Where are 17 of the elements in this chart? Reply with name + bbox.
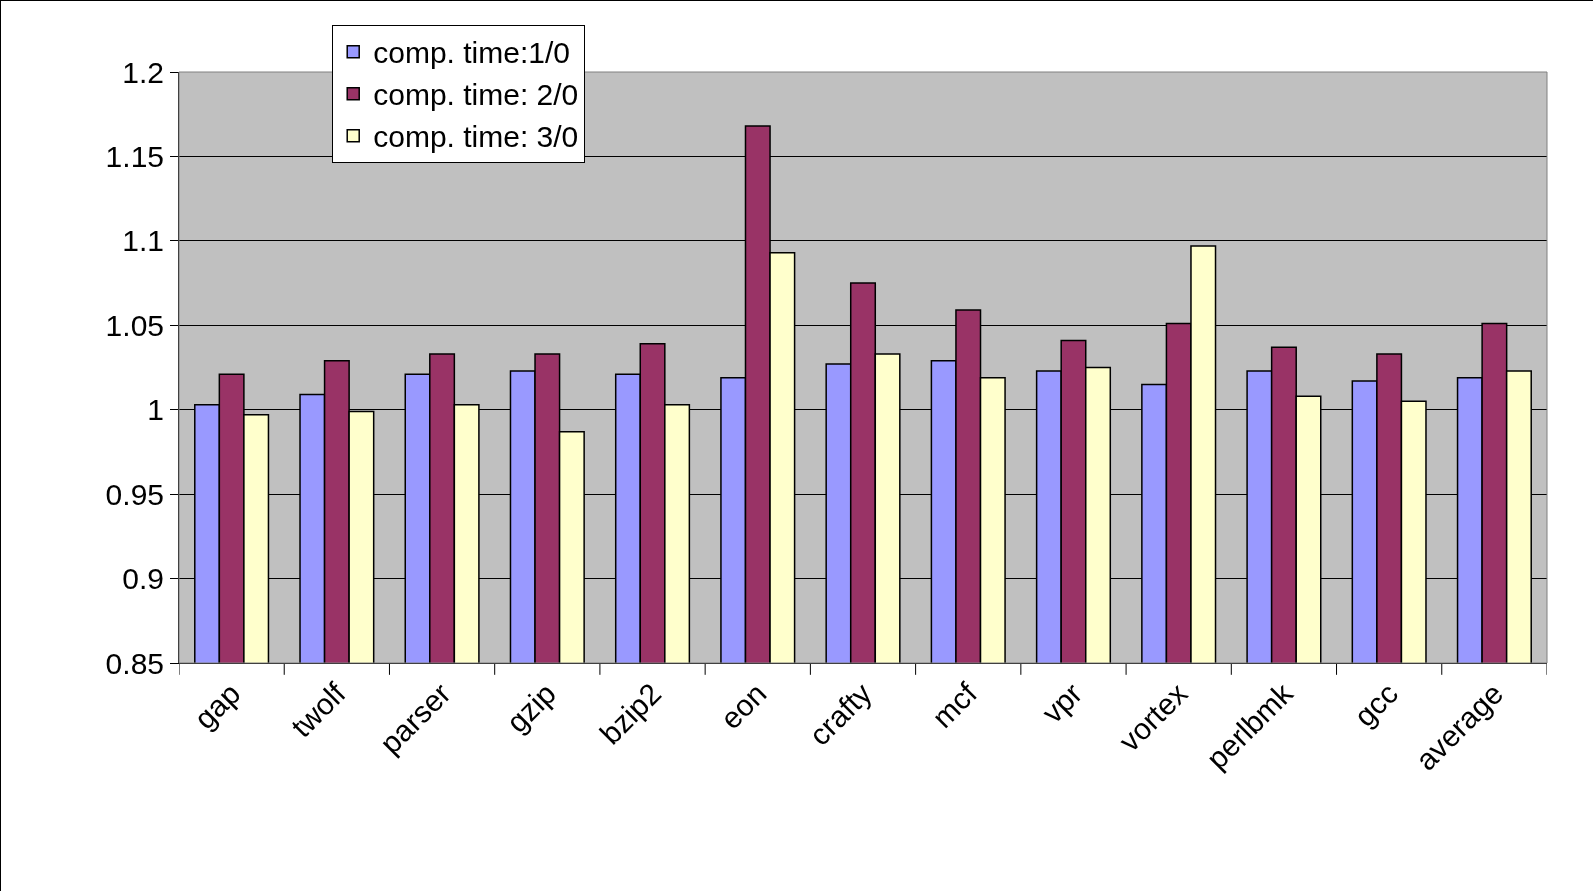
legend-label: comp. time:1/0 xyxy=(373,36,570,70)
y-tick-label: 0.95 xyxy=(105,477,164,511)
legend-label: comp. time: 3/0 xyxy=(373,120,579,154)
y-tick-label: 0.9 xyxy=(122,562,164,596)
x-tick-label: mcf xyxy=(925,676,984,735)
y-tick-label: 1.15 xyxy=(105,139,164,173)
x-tick-label: eon xyxy=(713,676,773,736)
y-tick-label: 1.2 xyxy=(122,55,164,89)
y-tick-label: 1.05 xyxy=(105,308,164,342)
x-tick-label: gap xyxy=(187,676,247,736)
y-tick-label: 1 xyxy=(147,393,164,427)
y-tick-label: 1.1 xyxy=(122,224,164,258)
x-tick-label: gcc xyxy=(1347,676,1404,733)
x-tick-label: gzip xyxy=(499,676,563,739)
y-tick-label: 0.85 xyxy=(105,646,164,680)
x-tick-label: vpr xyxy=(1035,676,1089,730)
legend-label: comp. time: 2/0 xyxy=(373,78,579,112)
